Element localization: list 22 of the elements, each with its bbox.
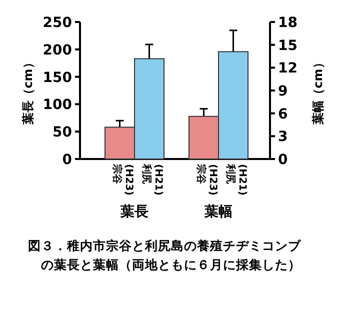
y2-tick-label: 6 xyxy=(278,106,288,122)
y2-tick-label: 9 xyxy=(278,84,288,100)
x-tick-label: 宗谷 (H23) xyxy=(110,163,134,196)
y-tick-label: 150 xyxy=(42,70,72,86)
y-tick-label: 100 xyxy=(42,97,72,114)
y-tick-label: 50 xyxy=(52,124,72,141)
x-tick-label: 利尻 (H21) xyxy=(140,163,164,196)
text: 葉幅 xyxy=(204,204,232,220)
y-axis-title: 葉長（cm） xyxy=(21,56,35,126)
y2-axis-title: 葉幅（cm） xyxy=(311,56,325,126)
y2-tick-label: 12 xyxy=(278,60,298,77)
y-tick-label: 250 xyxy=(42,15,72,31)
text: 図３．稚内市宗谷と利尻島の養殖チヂミコンブの葉長と葉幅（両地ともに６月に採集した） xyxy=(28,237,302,274)
y2-tick-label: 15 xyxy=(278,38,298,54)
y2-tick-label: 0 xyxy=(278,152,288,168)
x-tick-label: 利尻 (H21) xyxy=(224,163,248,196)
y2-tick-label: 3 xyxy=(278,129,288,146)
y-tick-label: 0 xyxy=(62,152,72,168)
y2-tick-label: 18 xyxy=(278,15,298,31)
y-tick-label: 200 xyxy=(42,42,72,58)
x-tick-label: 宗谷 (H23) xyxy=(194,163,218,196)
text: 葉長 xyxy=(120,204,148,220)
